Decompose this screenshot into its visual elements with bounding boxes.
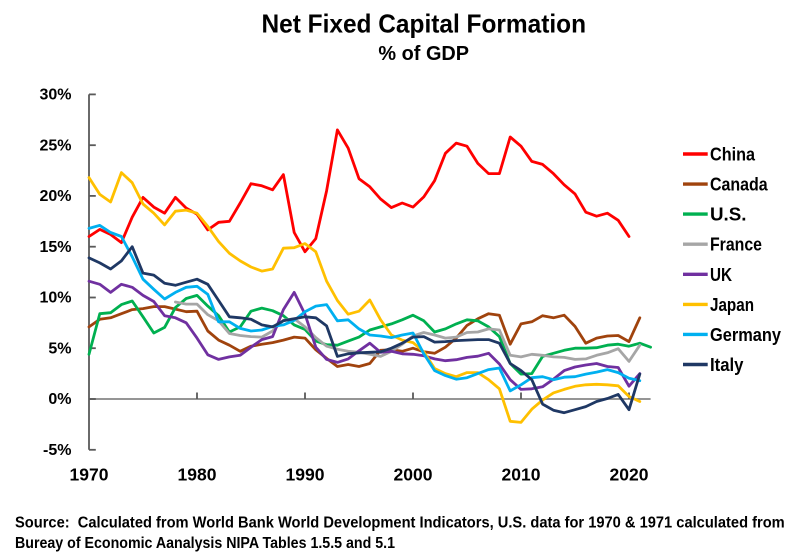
svg-text:Bureay of Economic Aanalysis N: Bureay of Economic Aanalysis NIPA Tables… xyxy=(15,535,395,552)
svg-text:2020: 2020 xyxy=(610,465,649,485)
svg-text:France: France xyxy=(710,235,762,255)
svg-text:China: China xyxy=(710,145,756,165)
svg-text:Net Fixed Capital Formation: Net Fixed Capital Formation xyxy=(262,8,587,38)
svg-text:2000: 2000 xyxy=(394,465,433,485)
svg-text:1990: 1990 xyxy=(286,465,325,485)
svg-text:10%: 10% xyxy=(39,290,71,307)
svg-text:1980: 1980 xyxy=(178,465,217,485)
svg-text:5%: 5% xyxy=(48,340,71,357)
svg-text:Japan: Japan xyxy=(710,295,754,315)
svg-text:30%: 30% xyxy=(39,87,71,104)
svg-text:15%: 15% xyxy=(39,239,71,256)
svg-text:2010: 2010 xyxy=(502,465,541,485)
svg-text:1970: 1970 xyxy=(70,465,109,485)
svg-text:Canada: Canada xyxy=(710,175,769,195)
svg-text:-5%: -5% xyxy=(43,442,71,459)
svg-text:25%: 25% xyxy=(39,137,71,154)
svg-text:Source: Calculated from World: Source: Calculated from World Bank World… xyxy=(15,515,785,532)
svg-text:UK: UK xyxy=(710,265,732,285)
svg-text:U.S.: U.S. xyxy=(710,205,747,225)
svg-text:0%: 0% xyxy=(48,391,71,408)
svg-text:% of GDP: % of GDP xyxy=(378,43,469,65)
svg-text:20%: 20% xyxy=(39,188,71,205)
svg-text:Germany: Germany xyxy=(710,325,781,345)
svg-text:Italy: Italy xyxy=(710,355,744,375)
